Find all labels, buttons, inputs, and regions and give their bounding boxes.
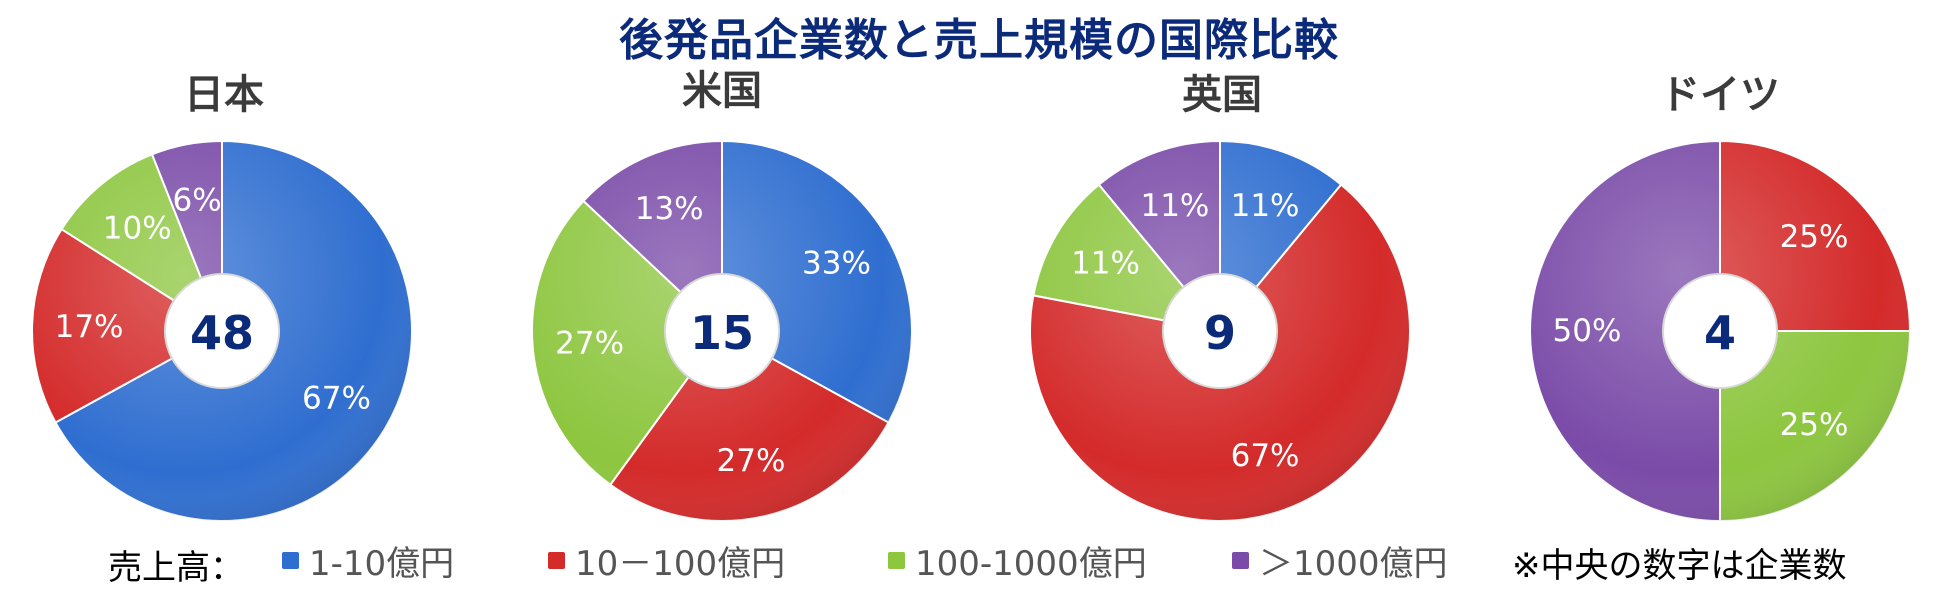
legend-prefix: 売上高：: [108, 548, 244, 588]
slice-label: 10%: [103, 211, 172, 247]
slice-label: 33%: [802, 245, 871, 281]
legend-item-10-100: 10－100億円: [548, 536, 785, 585]
center-count: 15: [690, 306, 754, 360]
slice-label: 6%: [172, 182, 221, 218]
legend-label: ＞1000億円: [1259, 544, 1448, 584]
center-circle: [164, 273, 280, 389]
legend-swatch-red: [548, 552, 565, 569]
legend-swatch-green: [888, 552, 905, 569]
center-count: 9: [1204, 306, 1236, 360]
center-circle: [1662, 273, 1778, 389]
pie-germany: 25% 25% 50% 4: [1529, 139, 1912, 523]
legend-item-over-1000: ＞1000億円: [1232, 536, 1448, 585]
center-circle: [664, 273, 780, 389]
slice-label: 17%: [55, 309, 124, 345]
pie-title-uk: 英国: [1182, 72, 1262, 118]
center-count: 4: [1704, 306, 1736, 360]
legend-label: 1-10億円: [309, 544, 455, 584]
pie-title-usa: 米国: [682, 68, 762, 114]
legend-swatch-blue: [282, 552, 299, 569]
footnote: ※中央の数字は企業数: [1512, 546, 1847, 586]
legend-item-100-1000: 100-1000億円: [888, 536, 1147, 585]
legend-label: 100-1000億円: [915, 544, 1147, 584]
legend-swatch-purple: [1232, 552, 1249, 569]
slice-label: 27%: [717, 443, 786, 479]
slice-label: 67%: [302, 381, 371, 417]
pie-title-japan: 日本: [184, 72, 264, 118]
slice-label: 25%: [1780, 219, 1849, 255]
slice-label: 50%: [1553, 313, 1622, 349]
slice-label: 25%: [1780, 407, 1849, 443]
pie-title-germany: ドイツ: [1660, 72, 1780, 118]
center-count: 48: [190, 306, 254, 360]
slice-label: 13%: [635, 191, 704, 227]
slice-label: 11%: [1231, 188, 1300, 224]
slice-label: 11%: [1140, 188, 1209, 224]
slice-label: 27%: [555, 326, 624, 362]
pie-japan: 67% 17% 10%6% 48: [31, 139, 413, 522]
slice-label: 11%: [1071, 245, 1140, 281]
chart-title: 後発品企業数と売上規模の国際比較: [619, 15, 1339, 66]
center-circle: [1162, 273, 1278, 389]
slice-label: 67%: [1231, 438, 1300, 474]
pie-uk: 11%67%11%11%9: [1029, 139, 1411, 522]
pie-usa: 33% 27% 27% 13% 15: [531, 139, 913, 522]
legend-label: 10－100億円: [575, 544, 786, 584]
legend-item-1-10: 1-10億円: [282, 536, 454, 585]
